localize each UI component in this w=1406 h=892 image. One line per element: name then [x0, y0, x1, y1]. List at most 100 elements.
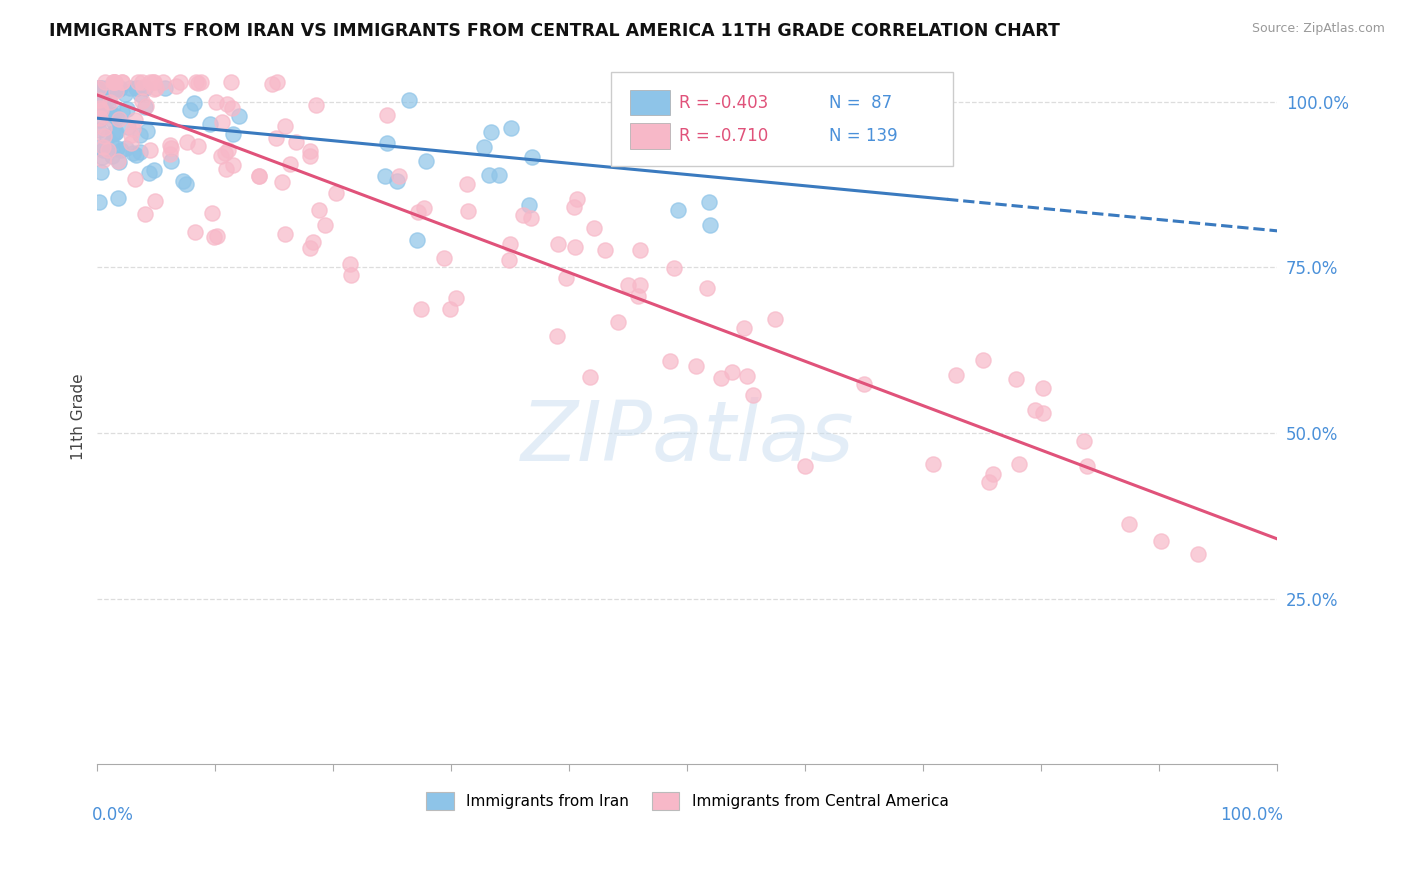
Point [87, 81, 110, 95]
Point [215, 161, 238, 176]
Point [339, 268, 361, 283]
Point [697, 194, 720, 209]
Point [134, 81, 156, 95]
Point [499, 120, 522, 135]
Point [120, 136, 142, 150]
Point [122, 122, 145, 136]
Point [1073, 434, 1095, 448]
Point [96, 129, 118, 144]
Point [122, 146, 145, 161]
Point [101, 148, 124, 162]
Point [97, 81, 120, 95]
Point [183, 95, 205, 110]
Point [103, 75, 125, 89]
Point [478, 169, 501, 183]
Point [205, 95, 228, 109]
Point [339, 257, 361, 271]
Point [456, 177, 478, 191]
Point [91, 153, 114, 167]
Point [87, 112, 110, 127]
Point [97, 143, 120, 157]
Point [131, 75, 153, 89]
Point [374, 169, 396, 183]
Point [439, 302, 461, 317]
Point [93, 121, 115, 136]
Point [105, 84, 128, 98]
Point [628, 278, 651, 293]
Point [97, 98, 120, 112]
Point [115, 140, 138, 154]
Point [90, 103, 112, 118]
Point [301, 235, 323, 249]
Point [547, 236, 569, 251]
Point [562, 201, 585, 215]
Point [104, 127, 127, 141]
Point [1032, 381, 1054, 395]
Point [134, 100, 156, 114]
Point [159, 146, 181, 161]
Point [666, 203, 689, 218]
Point [228, 109, 250, 123]
Point [190, 75, 212, 89]
Text: Source: ZipAtlas.com: Source: ZipAtlas.com [1251, 22, 1385, 36]
Point [198, 117, 221, 131]
Point [127, 75, 149, 89]
Point [98, 105, 121, 120]
Point [135, 98, 157, 112]
Point [93, 75, 115, 89]
Point [1150, 533, 1173, 548]
Point [595, 243, 617, 257]
Text: IMMIGRANTS FROM IRAN VS IMMIGRANTS FROM CENTRAL AMERICA 11TH GRADE CORRELATION C: IMMIGRANTS FROM IRAN VS IMMIGRANTS FROM … [49, 22, 1060, 40]
Point [124, 171, 146, 186]
Point [111, 75, 134, 89]
Point [90, 103, 112, 117]
Text: R = -0.403: R = -0.403 [679, 94, 769, 112]
Point [945, 368, 967, 383]
Point [264, 131, 287, 145]
Point [125, 148, 148, 162]
Point [977, 475, 1000, 490]
Point [96, 84, 118, 98]
Point [606, 316, 628, 330]
Point [211, 114, 233, 128]
Point [105, 141, 128, 155]
Point [564, 240, 586, 254]
Point [662, 149, 685, 163]
Point [115, 102, 138, 116]
Text: 0.0%: 0.0% [91, 806, 134, 824]
Point [413, 201, 436, 215]
Point [488, 168, 510, 182]
Point [96, 144, 118, 158]
Text: N = 139: N = 139 [830, 127, 897, 145]
Point [517, 198, 540, 212]
Point [1005, 372, 1028, 386]
Point [125, 81, 148, 95]
Point [89, 81, 111, 95]
Point [710, 371, 733, 385]
Point [134, 207, 156, 221]
Point [202, 230, 225, 244]
Point [105, 81, 128, 95]
Point [853, 376, 876, 391]
Point [103, 127, 125, 141]
Point [155, 81, 177, 95]
Point [546, 329, 568, 343]
Point [143, 194, 166, 208]
Point [519, 211, 541, 226]
Point [132, 79, 155, 94]
Point [1118, 517, 1140, 532]
Point [120, 128, 142, 143]
Point [100, 136, 122, 151]
FancyBboxPatch shape [610, 72, 953, 166]
Point [187, 76, 209, 90]
Point [103, 108, 125, 122]
Point [398, 94, 420, 108]
Point [406, 233, 429, 247]
Point [93, 128, 115, 143]
Point [793, 458, 815, 473]
Point [765, 312, 787, 326]
Legend: Immigrants from Iran, Immigrants from Central America: Immigrants from Iran, Immigrants from Ce… [420, 786, 955, 816]
Point [89, 101, 111, 115]
Point [444, 291, 467, 305]
Point [87, 87, 110, 102]
